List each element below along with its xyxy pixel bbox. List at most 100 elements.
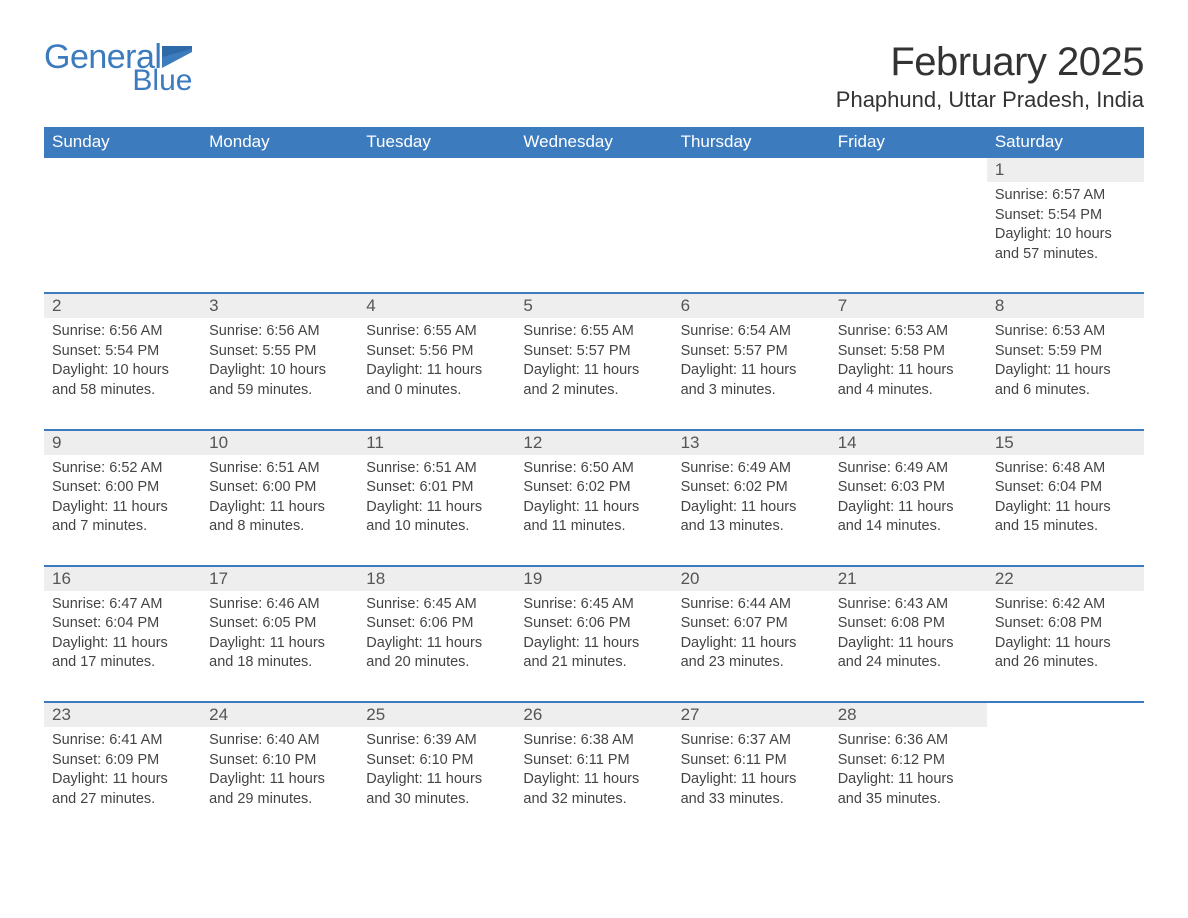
logo: General Blue (44, 40, 192, 96)
day-content-cell (987, 727, 1144, 819)
day-number-cell: 16 (44, 567, 201, 591)
daylight-text: Daylight: 11 hours and 29 minutes. (209, 770, 350, 809)
day-content-row: Sunrise: 6:47 AMSunset: 6:04 PMDaylight:… (44, 591, 1144, 702)
day-content-cell: Sunrise: 6:49 AMSunset: 6:02 PMDaylight:… (673, 455, 830, 566)
sunrise-text: Sunrise: 6:53 AM (995, 322, 1136, 342)
daylight-text: Daylight: 11 hours and 35 minutes. (838, 770, 979, 809)
day-number-cell: 7 (830, 294, 987, 318)
day-content-cell: Sunrise: 6:49 AMSunset: 6:03 PMDaylight:… (830, 455, 987, 566)
daylight-text: Daylight: 11 hours and 32 minutes. (523, 770, 664, 809)
daylight-text: Daylight: 11 hours and 2 minutes. (523, 361, 664, 400)
day-number-row: 232425262728 (44, 703, 1144, 727)
day-number-cell (673, 158, 830, 182)
daylight-text: Daylight: 11 hours and 33 minutes. (681, 770, 822, 809)
sunrise-text: Sunrise: 6:53 AM (838, 322, 979, 342)
daylight-text: Daylight: 11 hours and 26 minutes. (995, 634, 1136, 673)
day-content-cell: Sunrise: 6:54 AMSunset: 5:57 PMDaylight:… (673, 318, 830, 429)
day-number-cell (830, 158, 987, 182)
sunrise-text: Sunrise: 6:45 AM (523, 595, 664, 615)
sunrise-text: Sunrise: 6:56 AM (52, 322, 193, 342)
sunrise-text: Sunrise: 6:40 AM (209, 731, 350, 751)
day-number-cell: 11 (358, 431, 515, 455)
header: General Blue February 2025 Phaphund, Utt… (44, 40, 1144, 113)
day-number-cell: 5 (515, 294, 672, 318)
day-content-row: Sunrise: 6:41 AMSunset: 6:09 PMDaylight:… (44, 727, 1144, 819)
sunrise-text: Sunrise: 6:38 AM (523, 731, 664, 751)
sunset-text: Sunset: 6:03 PM (838, 478, 979, 498)
day-content-cell: Sunrise: 6:39 AMSunset: 6:10 PMDaylight:… (358, 727, 515, 819)
day-number-cell: 25 (358, 703, 515, 727)
sunrise-text: Sunrise: 6:47 AM (52, 595, 193, 615)
daylight-text: Daylight: 10 hours and 57 minutes. (995, 225, 1136, 264)
daylight-text: Daylight: 11 hours and 7 minutes. (52, 498, 193, 537)
sunset-text: Sunset: 5:54 PM (995, 206, 1136, 226)
sunrise-text: Sunrise: 6:43 AM (838, 595, 979, 615)
day-content-row: Sunrise: 6:56 AMSunset: 5:54 PMDaylight:… (44, 318, 1144, 429)
daylight-text: Daylight: 11 hours and 3 minutes. (681, 361, 822, 400)
weekday-header: Tuesday (358, 127, 515, 158)
daylight-text: Daylight: 11 hours and 6 minutes. (995, 361, 1136, 400)
sunrise-text: Sunrise: 6:57 AM (995, 186, 1136, 206)
day-content-cell: Sunrise: 6:52 AMSunset: 6:00 PMDaylight:… (44, 455, 201, 566)
day-content-cell (358, 182, 515, 293)
day-content-cell: Sunrise: 6:53 AMSunset: 5:59 PMDaylight:… (987, 318, 1144, 429)
sunset-text: Sunset: 6:02 PM (681, 478, 822, 498)
day-number-cell: 10 (201, 431, 358, 455)
weekday-header: Saturday (987, 127, 1144, 158)
day-content-cell: Sunrise: 6:53 AMSunset: 5:58 PMDaylight:… (830, 318, 987, 429)
day-content-cell: Sunrise: 6:45 AMSunset: 6:06 PMDaylight:… (358, 591, 515, 702)
daylight-text: Daylight: 11 hours and 4 minutes. (838, 361, 979, 400)
sunrise-text: Sunrise: 6:51 AM (366, 459, 507, 479)
sunrise-text: Sunrise: 6:55 AM (366, 322, 507, 342)
day-content-cell (515, 182, 672, 293)
day-content-cell (673, 182, 830, 293)
day-number-cell: 13 (673, 431, 830, 455)
sunset-text: Sunset: 6:04 PM (52, 614, 193, 634)
day-number-row: 2345678 (44, 294, 1144, 318)
weekday-header: Sunday (44, 127, 201, 158)
sunrise-text: Sunrise: 6:44 AM (681, 595, 822, 615)
sunset-text: Sunset: 6:05 PM (209, 614, 350, 634)
sunrise-text: Sunrise: 6:48 AM (995, 459, 1136, 479)
calendar-table: Sunday Monday Tuesday Wednesday Thursday… (44, 127, 1144, 819)
day-content-cell: Sunrise: 6:40 AMSunset: 6:10 PMDaylight:… (201, 727, 358, 819)
day-number-cell: 15 (987, 431, 1144, 455)
daylight-text: Daylight: 11 hours and 17 minutes. (52, 634, 193, 673)
day-number-cell: 9 (44, 431, 201, 455)
sunrise-text: Sunrise: 6:39 AM (366, 731, 507, 751)
sunrise-text: Sunrise: 6:46 AM (209, 595, 350, 615)
daylight-text: Daylight: 11 hours and 10 minutes. (366, 498, 507, 537)
weekday-header: Thursday (673, 127, 830, 158)
day-number-cell: 1 (987, 158, 1144, 182)
sunset-text: Sunset: 6:00 PM (52, 478, 193, 498)
page-title: February 2025 (836, 40, 1144, 85)
daylight-text: Daylight: 11 hours and 15 minutes. (995, 498, 1136, 537)
day-content-cell: Sunrise: 6:41 AMSunset: 6:09 PMDaylight:… (44, 727, 201, 819)
weekday-header: Wednesday (515, 127, 672, 158)
day-number-cell (201, 158, 358, 182)
daylight-text: Daylight: 11 hours and 0 minutes. (366, 361, 507, 400)
location-text: Phaphund, Uttar Pradesh, India (836, 87, 1144, 113)
daylight-text: Daylight: 11 hours and 23 minutes. (681, 634, 822, 673)
daylight-text: Daylight: 11 hours and 13 minutes. (681, 498, 822, 537)
sunset-text: Sunset: 6:01 PM (366, 478, 507, 498)
sunset-text: Sunset: 6:00 PM (209, 478, 350, 498)
weekday-header-row: Sunday Monday Tuesday Wednesday Thursday… (44, 127, 1144, 158)
day-number-cell: 23 (44, 703, 201, 727)
daylight-text: Daylight: 11 hours and 14 minutes. (838, 498, 979, 537)
sunset-text: Sunset: 5:59 PM (995, 342, 1136, 362)
daylight-text: Daylight: 11 hours and 20 minutes. (366, 634, 507, 673)
day-content-cell: Sunrise: 6:48 AMSunset: 6:04 PMDaylight:… (987, 455, 1144, 566)
day-number-cell: 20 (673, 567, 830, 591)
day-content-cell: Sunrise: 6:55 AMSunset: 5:57 PMDaylight:… (515, 318, 672, 429)
sunset-text: Sunset: 6:07 PM (681, 614, 822, 634)
day-number-cell: 12 (515, 431, 672, 455)
day-content-row: Sunrise: 6:52 AMSunset: 6:00 PMDaylight:… (44, 455, 1144, 566)
sunset-text: Sunset: 6:11 PM (523, 751, 664, 771)
day-content-cell: Sunrise: 6:45 AMSunset: 6:06 PMDaylight:… (515, 591, 672, 702)
day-number-cell: 2 (44, 294, 201, 318)
sunset-text: Sunset: 5:58 PM (838, 342, 979, 362)
day-number-cell: 6 (673, 294, 830, 318)
day-number-cell: 18 (358, 567, 515, 591)
sunset-text: Sunset: 5:55 PM (209, 342, 350, 362)
